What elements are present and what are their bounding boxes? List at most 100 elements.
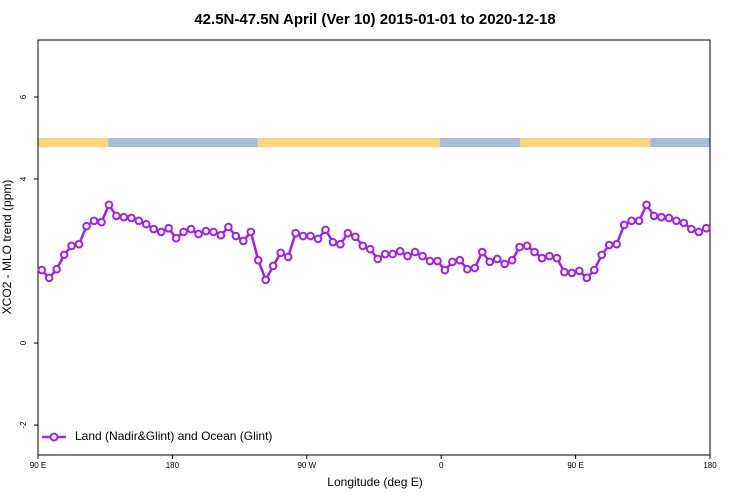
data-point — [672, 216, 681, 226]
data-point — [37, 265, 47, 275]
data-point — [627, 216, 636, 226]
data-point — [582, 273, 592, 283]
chart-title: 42.5N-47.5N April (Ver 10) 2015-01-01 to… — [194, 11, 555, 28]
data-point — [365, 244, 375, 254]
data-point — [119, 212, 129, 222]
data-point — [440, 265, 450, 275]
data-point — [642, 200, 651, 210]
data-point — [664, 213, 674, 223]
y-tick-label: 4 — [19, 176, 28, 181]
data-point — [388, 249, 397, 259]
data-point — [373, 254, 383, 264]
data-point — [306, 231, 315, 241]
data-point — [492, 254, 502, 264]
data-point — [246, 227, 256, 237]
data-point — [224, 222, 233, 232]
data-point — [589, 265, 599, 275]
data-point — [477, 247, 487, 257]
data-point — [171, 233, 181, 243]
data-point — [597, 250, 607, 260]
data-point — [649, 211, 659, 221]
data-point — [679, 218, 689, 228]
data-point — [448, 257, 457, 267]
data-point — [567, 268, 577, 278]
data-point — [276, 248, 285, 258]
data-point — [470, 263, 480, 273]
data-point — [268, 261, 278, 271]
x-tick-label: 90 W — [297, 461, 316, 470]
surface-band-segment — [520, 138, 651, 148]
data-point — [687, 224, 696, 234]
data-point — [358, 241, 368, 251]
data-point — [321, 225, 330, 235]
plot-frame — [37, 39, 711, 456]
x-tick-label: 180 — [703, 461, 717, 470]
data-point — [231, 231, 241, 241]
y-axis-label: XCO2 - MLO trend (ppm) — [0, 180, 14, 315]
x-axis-label: Longitude (deg E) — [327, 475, 422, 489]
data-point — [701, 223, 711, 233]
data-point — [634, 216, 644, 226]
x-tick-label: 90 E — [30, 461, 46, 470]
data-point — [380, 249, 390, 259]
data-point — [44, 273, 54, 283]
data-point — [201, 226, 211, 236]
data-point — [298, 231, 308, 241]
surface-band-segment — [439, 138, 521, 148]
y-tick-label: 0 — [19, 340, 28, 345]
data-point — [261, 275, 271, 285]
data-point — [336, 239, 345, 249]
data-point — [522, 241, 532, 251]
data-point — [403, 251, 412, 261]
data-point — [612, 239, 621, 249]
surface-band-segment — [257, 138, 440, 148]
data-point — [694, 227, 704, 237]
data-point — [141, 219, 151, 229]
data-point — [560, 267, 569, 277]
data-point — [127, 213, 136, 223]
data-point — [418, 251, 427, 261]
data-point — [164, 223, 173, 233]
data-point — [657, 212, 666, 222]
data-point — [134, 216, 144, 226]
data-point — [552, 253, 562, 263]
data-point — [149, 224, 159, 234]
data-point — [530, 247, 539, 257]
data-point — [410, 247, 420, 257]
data-point — [485, 257, 495, 267]
data-point — [313, 234, 323, 244]
y-tick-label: 6 — [19, 94, 28, 99]
data-point — [239, 236, 248, 246]
data-point — [186, 224, 196, 234]
x-tick-label: 180 — [166, 461, 180, 470]
surface-band-segment — [38, 138, 109, 148]
data-point — [291, 228, 300, 238]
legend-marker — [49, 432, 59, 442]
data-point — [156, 227, 166, 237]
data-point — [515, 242, 524, 252]
surface-band-segment — [108, 138, 258, 148]
data-point — [455, 255, 465, 265]
data-point — [59, 250, 69, 260]
data-point — [179, 227, 188, 237]
data-point — [283, 252, 293, 262]
data-point — [463, 264, 472, 274]
data-point — [575, 266, 584, 276]
data-point — [395, 246, 405, 256]
x-tick-label: 90 E — [567, 461, 583, 470]
data-point — [112, 211, 121, 221]
data-point — [328, 237, 338, 247]
data-point — [82, 221, 91, 231]
data-point — [351, 232, 360, 242]
y-tick-label: -2 — [19, 421, 28, 429]
data-point — [537, 253, 547, 263]
data-point — [194, 229, 203, 239]
surface-band-segment — [650, 138, 710, 148]
data-point — [216, 230, 226, 240]
data-point — [209, 227, 218, 237]
data-point — [500, 259, 509, 269]
data-point — [343, 228, 353, 238]
data-point — [425, 256, 435, 266]
data-point — [97, 217, 106, 227]
data-point — [104, 200, 114, 210]
